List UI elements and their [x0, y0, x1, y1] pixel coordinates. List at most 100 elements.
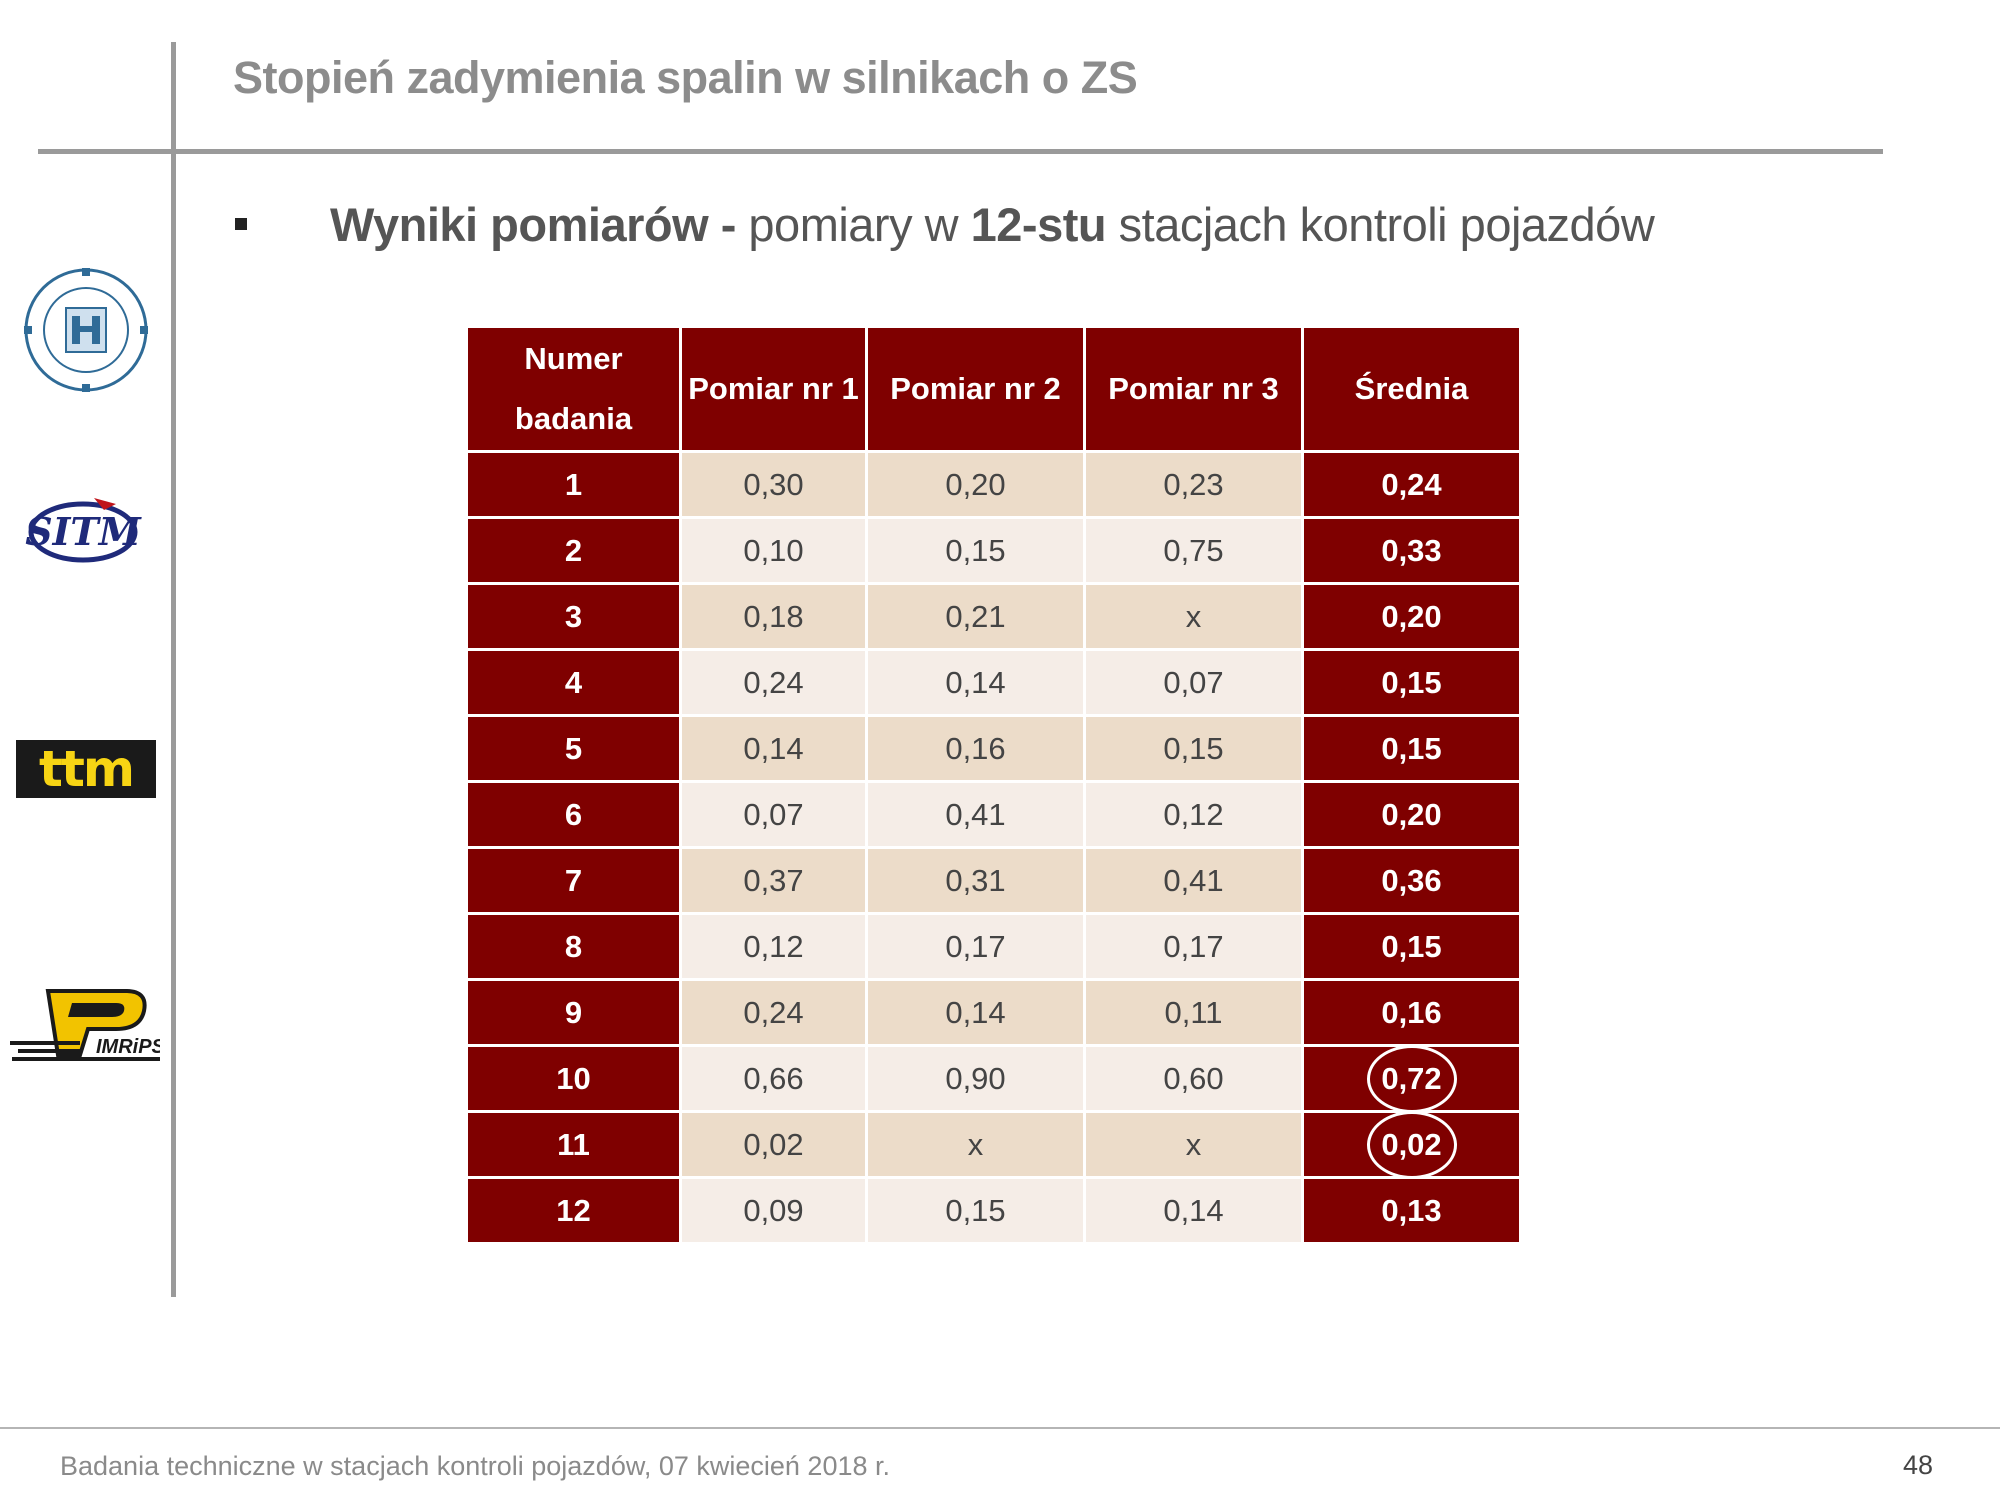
average-value: 0,15	[1381, 730, 1442, 766]
pomiar-3-cell: 0,12	[1086, 783, 1301, 846]
average-cell: 0,36	[1304, 849, 1519, 912]
bullet-marker	[235, 218, 247, 230]
pomiar-3-cell: 0,17	[1086, 915, 1301, 978]
header-number-line2: badania	[514, 401, 633, 436]
measurement-table: Numer badania Pomiar nr 1 Pomiar nr 2 Pom…	[465, 325, 1522, 1245]
pomiar-1-cell: 0,18	[682, 585, 865, 648]
average-value: 0,72	[1381, 1060, 1442, 1096]
row-number-cell: 3	[468, 585, 679, 648]
put-seal-icon	[24, 268, 148, 392]
footer-divider	[0, 1427, 2000, 1429]
pomiar-3-cell: x	[1086, 1113, 1301, 1176]
pomiar-1-cell: 0,37	[682, 849, 865, 912]
average-value: 0,20	[1381, 796, 1442, 832]
pimrips-emblem-icon: IMRiPS	[10, 989, 166, 1061]
average-cell: 0,33	[1304, 519, 1519, 582]
row-number-cell: 1	[468, 453, 679, 516]
average-value: 0,13	[1381, 1192, 1442, 1228]
slide-title: Stopień zadymienia spalin w silnikach o …	[233, 52, 1138, 103]
average-cell: 0,16	[1304, 981, 1519, 1044]
average-value: 0,02	[1381, 1126, 1442, 1162]
vertical-divider	[171, 42, 176, 1297]
header-number: Numer badania	[468, 328, 679, 450]
row-number-cell: 7	[468, 849, 679, 912]
row-number-cell: 4	[468, 651, 679, 714]
pomiar-1-cell: 0,07	[682, 783, 865, 846]
put-logo	[22, 266, 150, 394]
pomiar-3-cell: 0,15	[1086, 717, 1301, 780]
sitm-emblem-icon: SITM	[25, 498, 142, 563]
average-value: 0,20	[1381, 598, 1442, 634]
table-row: 2 0,10 0,15 0,75 0,33	[468, 519, 1519, 582]
pimrips-logo: IMRiPS	[8, 985, 166, 1071]
pomiar-2-cell: 0,16	[868, 717, 1083, 780]
bullet-text-mid: pomiary w	[735, 198, 971, 251]
pomiar-1-cell: 0,14	[682, 717, 865, 780]
bullet-bold-count: 12-stu	[970, 198, 1107, 251]
pomiar-1-cell: 0,24	[682, 651, 865, 714]
pomiar-3-cell: 0,07	[1086, 651, 1301, 714]
pomiar-1-cell: 0,24	[682, 981, 865, 1044]
table-row: 6 0,07 0,41 0,12 0,20	[468, 783, 1519, 846]
pomiar-3-cell: 0,11	[1086, 981, 1301, 1044]
pomiar-2-cell: 0,90	[868, 1047, 1083, 1110]
average-cell: 0,24	[1304, 453, 1519, 516]
footer-text: Badania techniczne w stacjach kontroli p…	[60, 1451, 890, 1481]
pomiar-1-cell: 0,09	[682, 1179, 865, 1242]
pomiar-3-cell: 0,41	[1086, 849, 1301, 912]
pomiar-2-cell: 0,31	[868, 849, 1083, 912]
header-pomiar-1: Pomiar nr 1	[682, 328, 865, 450]
pomiar-2-cell: x	[868, 1113, 1083, 1176]
average-cell: 0,02	[1304, 1110, 1519, 1179]
average-cell: 0,15	[1304, 651, 1519, 714]
pomiar-1-cell: 0,66	[682, 1047, 865, 1110]
pomiar-2-cell: 0,17	[868, 915, 1083, 978]
sitm-logo: SITM	[24, 490, 142, 570]
row-number-cell: 12	[468, 1179, 679, 1242]
table-header-row: Numer badania Pomiar nr 1 Pomiar nr 2 Pom…	[468, 328, 1519, 450]
pomiar-3-cell: 0,60	[1086, 1047, 1301, 1110]
average-value: 0,33	[1381, 532, 1442, 568]
header-srednia: Średnia	[1304, 328, 1519, 450]
row-number-cell: 5	[468, 717, 679, 780]
average-value: 0,24	[1381, 466, 1442, 502]
header-number-line1: Numer	[524, 341, 623, 376]
table-row: 12 0,09 0,15 0,14 0,13	[468, 1179, 1519, 1242]
row-number-cell: 10	[468, 1047, 679, 1110]
average-cell: 0,20	[1304, 783, 1519, 846]
pomiar-2-cell: 0,15	[868, 1179, 1083, 1242]
average-cell: 0,20	[1304, 585, 1519, 648]
title-underline	[38, 149, 1883, 154]
average-cell: 0,72	[1304, 1044, 1519, 1113]
pomiar-1-cell: 0,12	[682, 915, 865, 978]
pomiar-1-cell: 0,10	[682, 519, 865, 582]
pomiar-2-cell: 0,21	[868, 585, 1083, 648]
pomiar-2-cell: 0,14	[868, 981, 1083, 1044]
svg-text:IMRiPS: IMRiPS	[96, 1036, 160, 1058]
average-cell: 0,13	[1304, 1179, 1519, 1242]
svg-text:SITM: SITM	[25, 509, 141, 554]
row-number-cell: 8	[468, 915, 679, 978]
pomiar-2-cell: 0,14	[868, 651, 1083, 714]
pomiar-2-cell: 0,15	[868, 519, 1083, 582]
average-cell: 0,15	[1304, 717, 1519, 780]
bullet-bold-lead: Wyniki pomiarów -	[330, 198, 736, 251]
table-row: 5 0,14 0,16 0,15 0,15	[468, 717, 1519, 780]
pomiar-2-cell: 0,20	[868, 453, 1083, 516]
table-row: 3 0,18 0,21 x 0,20	[468, 585, 1519, 648]
row-number-cell: 11	[468, 1113, 679, 1176]
pomiar-1-cell: 0,30	[682, 453, 865, 516]
pomiar-3-cell: 0,23	[1086, 453, 1301, 516]
table-row: 8 0,12 0,17 0,17 0,15	[468, 915, 1519, 978]
average-value: 0,36	[1381, 862, 1442, 898]
pomiar-3-cell: 0,14	[1086, 1179, 1301, 1242]
average-cell: 0,15	[1304, 915, 1519, 978]
average-value: 0,16	[1381, 994, 1442, 1030]
page-number: 48	[1903, 1450, 1934, 1480]
table-row: 11 0,02 x x 0,02	[468, 1110, 1519, 1179]
row-number-cell: 6	[468, 783, 679, 846]
bullet-text-end: stacjach kontroli pojazdów	[1106, 198, 1655, 251]
header-pomiar-3: Pomiar nr 3	[1086, 328, 1301, 450]
average-value: 0,15	[1381, 664, 1442, 700]
bullet-text: Wyniki pomiarów - pomiary w 12-stu stacj…	[330, 197, 1655, 252]
